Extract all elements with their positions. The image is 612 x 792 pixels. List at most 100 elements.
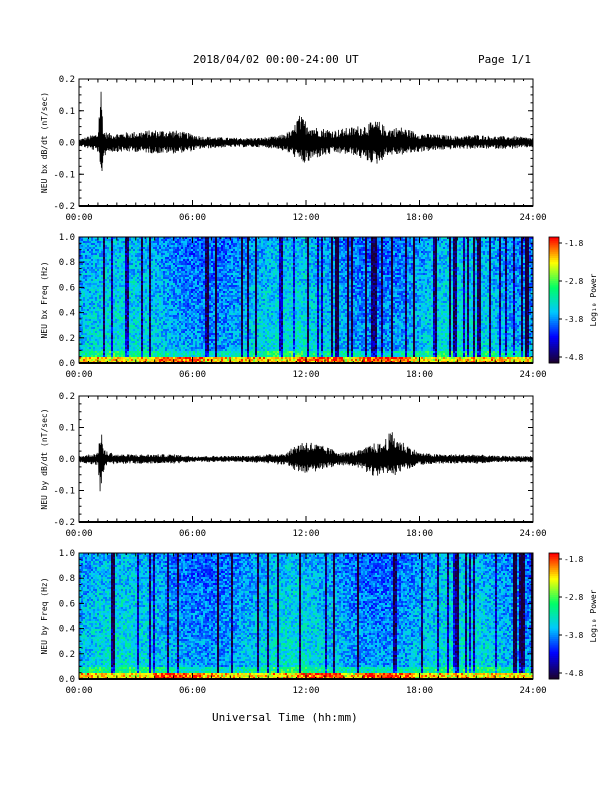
spectrogram-cell [265, 273, 267, 275]
spectrogram-cell [431, 257, 433, 259]
spectrogram-cell [309, 259, 311, 261]
spectrogram-cell [87, 259, 89, 261]
spectrogram-cell [85, 247, 87, 249]
spectrogram-cell [183, 273, 185, 275]
spectrogram-cell [85, 279, 87, 281]
spectrogram-cell [147, 269, 149, 271]
spectrogram-cell [441, 275, 443, 277]
spectrogram-cell [353, 255, 355, 257]
spectrogram-cell [315, 261, 317, 263]
spectrogram-cell [385, 245, 387, 247]
spectrogram-cell [525, 273, 527, 275]
spectrogram-cell [379, 269, 381, 271]
spectrogram-cell [427, 255, 429, 257]
spectrogram-cell [217, 271, 219, 273]
spectrogram-cell [105, 239, 107, 241]
spectrogram-cell [333, 255, 335, 257]
spectrogram-cell [181, 239, 183, 241]
spectrogram-cell [377, 259, 379, 261]
spectrogram-cell [367, 251, 369, 253]
spectrogram-cell [449, 271, 451, 273]
spectrogram-cell [443, 269, 445, 271]
spectrogram-cell [477, 261, 479, 263]
spectrogram-cell [115, 257, 117, 259]
spectrogram-cell [341, 251, 343, 253]
spectrogram-cell [517, 247, 519, 249]
spectrogram-cell [119, 263, 121, 265]
spectrogram-cell [419, 269, 421, 271]
spectrogram-cell [515, 255, 517, 257]
spectrogram-cell [135, 253, 137, 255]
spectrogram-cell [481, 253, 483, 255]
spectrogram-cell [267, 243, 269, 245]
spectrogram-cell [429, 251, 431, 253]
spectrogram-cell [451, 261, 453, 263]
spectrogram-cell [195, 241, 197, 243]
spectrogram-cell [425, 245, 427, 247]
spectrogram-cell [323, 257, 325, 259]
spectrogram-cell [247, 253, 249, 255]
spectrogram-cell [457, 245, 459, 247]
spectrogram-cell [239, 251, 241, 253]
spectrogram-cell [97, 263, 99, 265]
spectrogram-cell [325, 249, 327, 251]
spectrogram-cell [203, 269, 205, 271]
spectrogram-cell [259, 251, 261, 253]
spectrogram-cell [163, 241, 165, 243]
spectrogram-cell [367, 273, 369, 275]
spectrogram-cell [299, 273, 301, 275]
spectrogram-cell [195, 279, 197, 281]
spectrogram-cell [173, 251, 175, 253]
spectrogram-cell [455, 247, 457, 249]
spectrogram-cell [391, 251, 393, 253]
spectrogram-cell [341, 239, 343, 241]
spectrogram-cell [521, 247, 523, 249]
spectrogram-cell [193, 267, 195, 269]
spectrogram-cell [145, 241, 147, 243]
spectrogram-cell [217, 241, 219, 243]
spectrogram-cell [215, 277, 217, 279]
spectrogram-cell [517, 243, 519, 245]
spectrogram-cell [115, 259, 117, 261]
spectrogram-cell [509, 267, 511, 269]
spectrogram-cell [265, 269, 267, 271]
spectrogram-cell [313, 251, 315, 253]
spectrogram-cell [329, 241, 331, 243]
spectrogram-cell [395, 253, 397, 255]
spectrogram-cell [369, 241, 371, 243]
spectrogram-cell [97, 271, 99, 273]
spectrogram-cell [425, 247, 427, 249]
spectrogram-cell [267, 257, 269, 259]
spectrogram-cell [185, 267, 187, 269]
spectrogram-cell [183, 249, 185, 251]
spectrogram-cell [467, 243, 469, 245]
spectrogram-cell [89, 277, 91, 279]
spectrogram-cell [309, 249, 311, 251]
spectrogram-cell [151, 255, 153, 257]
spectrogram-cell [469, 247, 471, 249]
spectrogram-cell [357, 263, 359, 265]
spectrogram-cell [299, 259, 301, 261]
spectrogram-cell [375, 261, 377, 263]
spectrogram-cell [507, 263, 509, 265]
figure-page: 2018/04/02 00:00-24:00 UT Page 1/1 0.2 0.… [0, 0, 612, 792]
spectrogram-cell [505, 259, 507, 261]
spectrogram-cell [289, 267, 291, 269]
spectrogram-cell [421, 275, 423, 277]
spectrogram-cell [213, 245, 215, 247]
spectrogram-cell [233, 263, 235, 265]
spectrogram-cell [227, 277, 229, 279]
spectrogram-cell [301, 243, 303, 245]
spectrogram-cell [491, 245, 493, 247]
spectrogram-cell [87, 265, 89, 267]
spectrogram-cell [333, 247, 335, 249]
spectrogram-cell [393, 255, 395, 257]
spectrogram-cell [323, 259, 325, 261]
spectrogram-cell [529, 253, 531, 255]
spectrogram-cell [183, 253, 185, 255]
spectrogram-cell [411, 249, 413, 251]
spectrogram-cell [329, 277, 331, 279]
spectrogram-cell [221, 265, 223, 267]
spectrogram-cell [349, 239, 351, 241]
spectrogram-cell [209, 267, 211, 269]
